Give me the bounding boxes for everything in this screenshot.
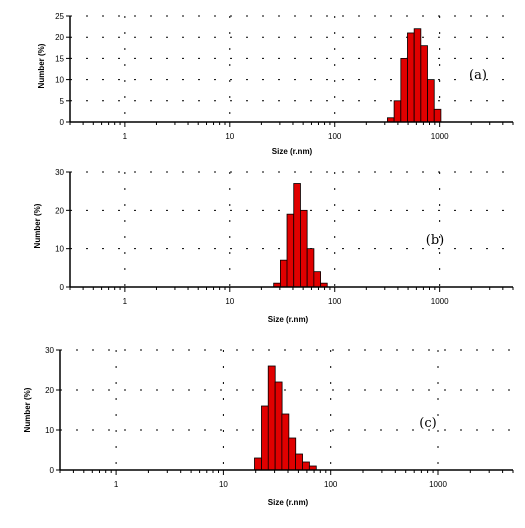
y-tick-label: 10 <box>45 426 54 435</box>
x-tick-label: 1000 <box>431 297 449 306</box>
y-axis-title: Number (%) <box>33 203 42 248</box>
x-tick-label: 1 <box>123 132 128 141</box>
histogram-bar <box>288 437 297 471</box>
y-tick-label: 15 <box>55 54 64 63</box>
histogram-bar <box>267 365 276 471</box>
histogram-bar <box>427 79 435 123</box>
histogram-bar <box>274 381 283 471</box>
x-axis-title: Size (r.nm) <box>268 498 309 507</box>
y-tick-label: 20 <box>55 206 64 215</box>
y-tick-label: 10 <box>55 245 64 254</box>
histogram-bar <box>302 461 310 471</box>
x-tick-label: 10 <box>219 480 228 489</box>
x-tick-label: 1 <box>123 297 128 306</box>
y-tick-label: 20 <box>45 386 54 395</box>
x-tick-label: 10 <box>225 297 234 306</box>
chart-panel-3: 0 10 20 30 1 10 100 1000 Size (r.nm) Number (%) (c… <box>23 346 514 507</box>
x-tick-label: 1000 <box>429 480 447 489</box>
x-tick-label: 1 <box>114 480 119 489</box>
y-tick-label: 10 <box>55 76 64 85</box>
histogram-bar <box>420 45 428 123</box>
chart-panel-2: 0 10 20 30 1 10 100 1000 Size (r.nm) Number (%) (b… <box>33 168 514 324</box>
y-tick-label: 0 <box>50 466 55 475</box>
x-tick-label: 100 <box>324 480 338 489</box>
histogram-bar <box>261 405 269 471</box>
histogram-bar <box>433 108 442 123</box>
histogram-bar <box>400 58 408 123</box>
histogram-bar <box>286 213 295 288</box>
histogram-bar <box>393 100 402 123</box>
panel-label: (c) <box>419 416 436 431</box>
histogram-bar <box>313 271 321 288</box>
histogram-bar <box>413 28 422 123</box>
x-tick-label: 100 <box>328 132 342 141</box>
x-axis-title: Size (r.nm) <box>268 315 309 324</box>
histogram-bar <box>299 209 308 288</box>
x-tick-label: 100 <box>328 297 342 306</box>
y-axis-title: Number (%) <box>23 387 32 432</box>
y-axis-title: Number (%) <box>37 43 46 88</box>
y-tick-label: 5 <box>60 97 65 106</box>
histogram-bar <box>280 259 288 288</box>
histogram-bar <box>295 453 303 471</box>
x-axis-title: Size (r.nm) <box>272 147 313 156</box>
histogram-bar <box>281 413 290 471</box>
histogram-bar <box>293 183 301 288</box>
panel-label: (a) <box>469 68 487 83</box>
chart-panel-1: 0 5 10 15 20 25 1 10 100 1000 Size (r.nm) Number (%… <box>37 12 514 156</box>
y-tick-label: 0 <box>60 283 65 292</box>
y-tick-label: 20 <box>55 33 64 42</box>
histogram-bar <box>407 32 415 123</box>
y-tick-label: 25 <box>55 12 64 21</box>
y-tick-label: 30 <box>45 346 54 355</box>
y-tick-label: 0 <box>60 118 65 127</box>
x-tick-label: 10 <box>225 132 234 141</box>
panel-label: (b) <box>426 233 444 248</box>
x-tick-label: 1000 <box>431 132 449 141</box>
y-tick-label: 30 <box>55 168 64 177</box>
histogram-bar <box>306 248 315 288</box>
histogram-bar <box>254 457 262 471</box>
